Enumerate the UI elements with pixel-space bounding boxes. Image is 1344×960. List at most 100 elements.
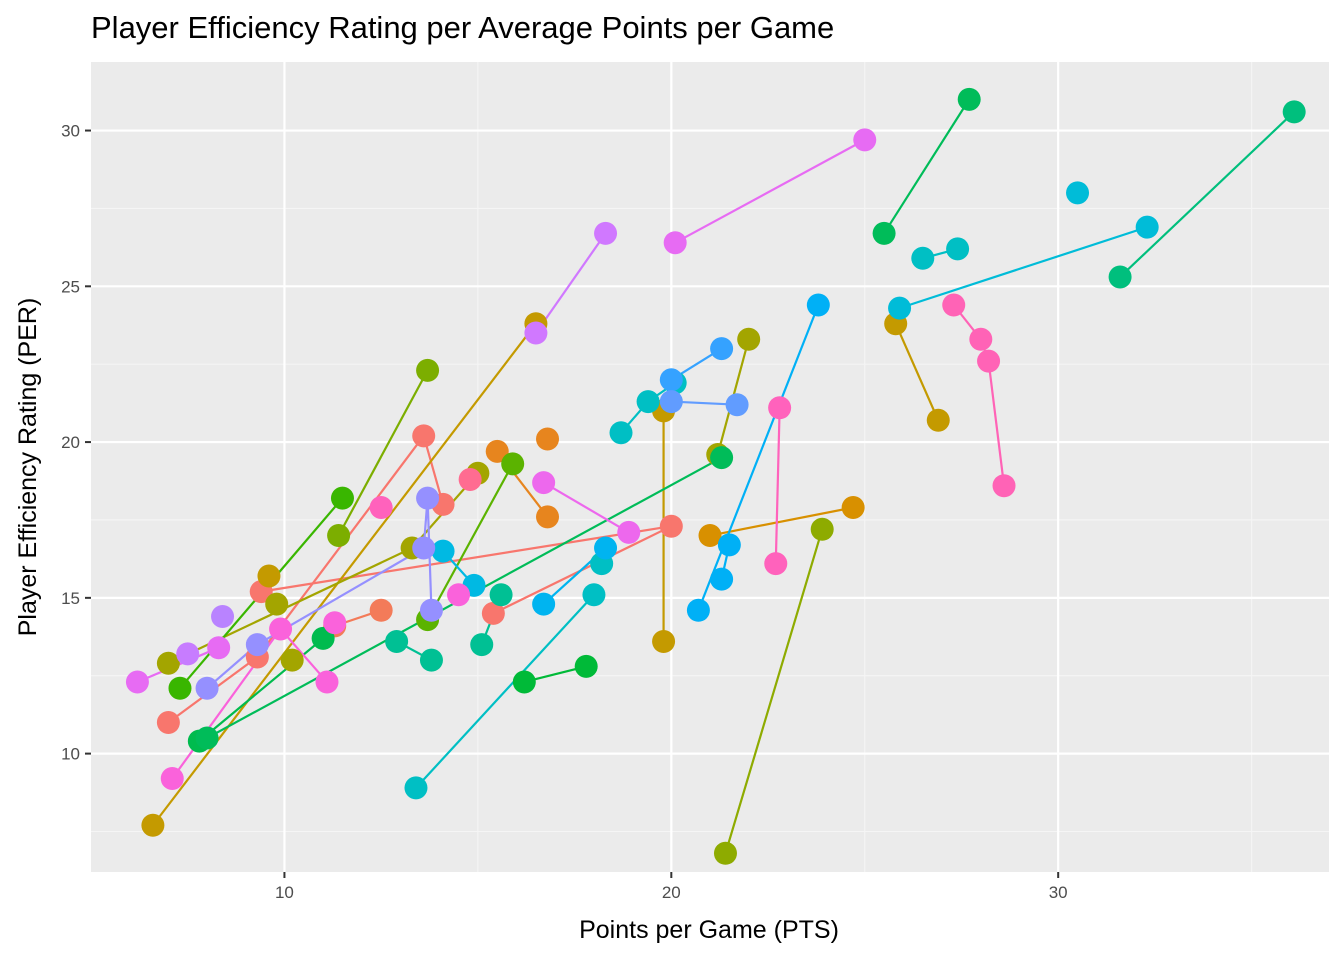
axis-ticks: 10 20 30 10 15 20 25 30: [61, 122, 1068, 902]
data-point: [536, 427, 560, 451]
data-point: [1108, 265, 1132, 289]
data-point: [327, 524, 351, 548]
data-point: [416, 486, 440, 510]
data-point: [841, 496, 865, 519]
x-tick-label: 10: [275, 883, 294, 902]
data-point: [636, 390, 660, 414]
data-point: [659, 514, 683, 538]
series-line: [535, 232, 607, 334]
series-line: [894, 323, 940, 421]
data-point: [512, 670, 536, 694]
series-line: [883, 98, 971, 234]
data-point: [245, 633, 269, 657]
data-point: [725, 393, 749, 417]
y-tick-label: 10: [61, 745, 80, 764]
data-point: [536, 505, 560, 529]
data-point: [156, 651, 180, 675]
data-point: [977, 349, 1001, 373]
series-line: [952, 304, 1006, 486]
series-line: [899, 226, 1148, 310]
series-points: [125, 87, 1306, 865]
data-point: [168, 676, 192, 700]
data-point: [257, 564, 281, 588]
data-point: [710, 446, 734, 470]
series-line: [415, 593, 595, 789]
data-point: [458, 467, 482, 491]
data-point: [412, 536, 436, 560]
data-point: [207, 636, 231, 660]
data-point: [710, 337, 734, 361]
data-point: [470, 633, 494, 657]
series-line: [697, 304, 820, 611]
series-line: [674, 138, 866, 244]
y-tick-label: 20: [61, 433, 80, 452]
data-point: [195, 726, 219, 750]
data-point: [872, 221, 896, 245]
data-point: [594, 221, 618, 245]
data-point: [412, 424, 436, 448]
series-line: [426, 463, 514, 621]
x-tick-label: 20: [662, 883, 681, 902]
panel-background: [91, 62, 1329, 872]
data-point: [195, 676, 219, 700]
data-point: [663, 231, 687, 255]
data-point: [609, 421, 633, 445]
data-point: [416, 358, 440, 382]
data-point: [888, 296, 912, 320]
data-point: [419, 598, 443, 622]
data-point: [532, 592, 556, 616]
data-point: [957, 87, 981, 111]
data-point: [315, 670, 339, 694]
series-line: [1119, 111, 1295, 278]
data-point: [659, 390, 683, 414]
data-point: [211, 605, 235, 629]
data-point: [404, 776, 428, 800]
data-point: [1135, 215, 1159, 239]
data-point: [594, 536, 618, 560]
data-point: [485, 439, 509, 463]
data-point: [768, 396, 792, 420]
data-point: [713, 841, 737, 865]
data-point: [853, 128, 877, 152]
x-tick-label: 30: [1049, 883, 1068, 902]
minor-gridlines: [91, 62, 1329, 872]
data-point: [710, 567, 734, 591]
data-point: [1066, 181, 1090, 205]
data-point: [911, 246, 935, 270]
data-point: [125, 670, 149, 694]
data-point: [698, 524, 722, 548]
series-line: [709, 506, 854, 537]
data-point: [265, 592, 289, 616]
series-line: [774, 407, 781, 564]
data-point: [489, 583, 513, 607]
y-tick-label: 15: [61, 589, 80, 608]
data-point: [280, 648, 304, 672]
major-gridlines: [91, 62, 1329, 872]
y-axis-title: Player Efficiency Rating (PER): [14, 298, 42, 637]
data-point: [717, 533, 741, 557]
data-point: [806, 293, 830, 317]
data-point: [369, 598, 393, 622]
data-point: [810, 517, 834, 541]
data-point: [686, 598, 710, 622]
data-point: [156, 710, 180, 734]
x-axis-title: Points per Game (PTS): [579, 916, 839, 944]
data-point: [764, 552, 788, 576]
data-point: [481, 601, 505, 625]
data-point: [176, 642, 200, 666]
data-point: [431, 539, 455, 563]
data-point: [501, 452, 525, 476]
data-point: [369, 496, 393, 519]
data-point: [532, 471, 556, 495]
data-point: [330, 486, 354, 510]
data-point: [574, 654, 598, 678]
data-point: [447, 583, 471, 607]
data-point: [652, 629, 676, 653]
series-line: [543, 481, 630, 534]
data-point: [524, 321, 548, 345]
data-point: [992, 474, 1016, 498]
data-point: [419, 648, 443, 672]
data-point: [617, 520, 641, 544]
data-point: [1282, 100, 1306, 124]
